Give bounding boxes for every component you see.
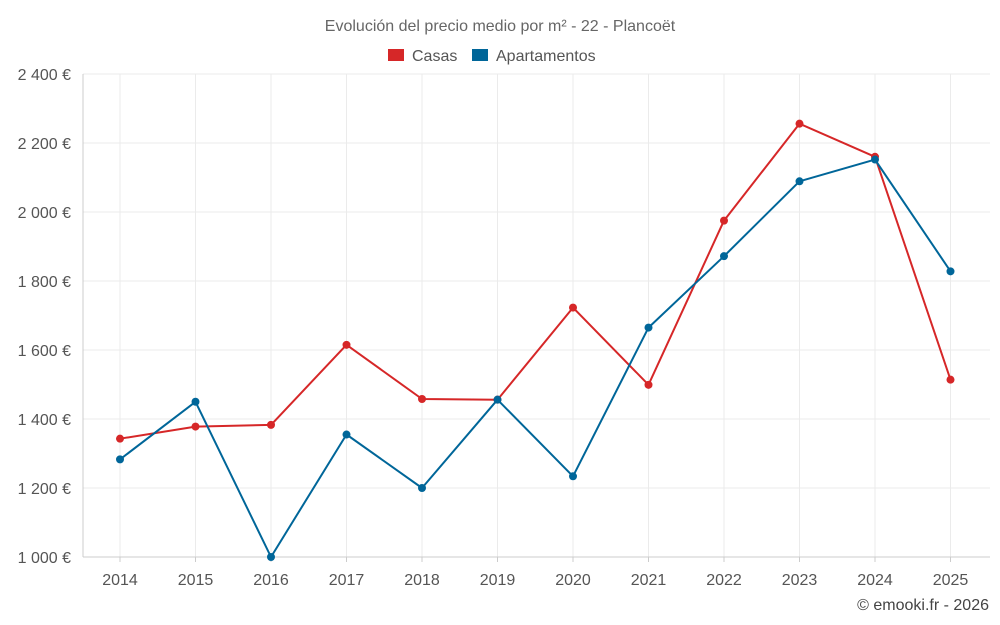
legend-item-apartamentos[interactable]: Apartamentos (472, 48, 596, 65)
x-tick-label: 2015 (178, 572, 214, 589)
x-tick-label: 2017 (329, 572, 365, 589)
series-layer (116, 119, 955, 561)
y-tick-label: 2 000 € (18, 205, 71, 222)
data-point-apartamentos (116, 455, 124, 464)
legend-swatch-casas (388, 49, 404, 61)
data-point-apartamentos (946, 267, 955, 276)
data-point-apartamentos (795, 177, 804, 186)
data-point-apartamentos (871, 155, 879, 164)
data-point-casas (342, 340, 351, 349)
axes: 1 000 € 1 200 € 1 400 € 1 600 € 1 800 € 2 000… (18, 67, 990, 589)
legend-item-casas[interactable]: Casas (388, 48, 457, 65)
data-point-casas (191, 422, 200, 431)
y-tick-label: 1 000 € (18, 550, 71, 567)
data-point-casas (116, 434, 124, 443)
data-point-apartamentos (267, 553, 275, 561)
credit-text: © emooki.fr - 2026 (857, 597, 989, 614)
x-tick-label: 2018 (404, 572, 440, 589)
x-tick-label: 2016 (253, 572, 289, 589)
series-line-apartamentos (119, 158, 952, 558)
chart-title: Evolución del precio medio por m² - 22 -… (325, 18, 676, 35)
data-point-casas (795, 119, 804, 128)
data-point-apartamentos (644, 323, 653, 332)
series-casas (116, 119, 955, 443)
series-line-casas (119, 122, 952, 440)
y-tick-label: 1 600 € (18, 343, 71, 360)
legend-label-casas: Casas (412, 48, 457, 65)
legend: Casas Apartamentos (388, 48, 596, 65)
x-tick-label: 2020 (555, 572, 591, 589)
data-point-apartamentos (342, 430, 351, 439)
data-point-apartamentos (418, 484, 426, 492)
data-point-apartamentos (569, 472, 577, 481)
data-point-apartamentos (191, 397, 200, 406)
data-point-casas (569, 303, 577, 312)
data-point-casas (946, 375, 955, 384)
grid (83, 73, 990, 557)
x-tick-label: 2025 (933, 572, 969, 589)
legend-label-apartamentos: Apartamentos (496, 48, 596, 65)
x-tick-label: 2022 (706, 572, 742, 589)
y-tick-label: 1 400 € (18, 412, 71, 429)
data-point-casas (267, 420, 275, 429)
data-point-casas (644, 380, 653, 389)
data-point-casas (418, 394, 426, 403)
y-tick-label: 2 200 € (18, 136, 71, 153)
x-tick-label: 2021 (631, 572, 667, 589)
x-tick-label: 2014 (102, 572, 138, 589)
x-tick-label: 2024 (857, 572, 893, 589)
x-tick-label: 2019 (480, 572, 516, 589)
y-tick-label: 1 200 € (18, 481, 71, 498)
data-point-apartamentos (720, 252, 728, 261)
y-tick-label: 1 800 € (18, 274, 71, 291)
data-point-apartamentos (493, 395, 502, 404)
series-apartamentos (116, 155, 955, 561)
y-tick-label: 2 400 € (18, 67, 71, 84)
data-point-casas (720, 216, 728, 225)
legend-swatch-apartamentos (472, 49, 488, 61)
x-tick-label: 2023 (782, 572, 818, 589)
